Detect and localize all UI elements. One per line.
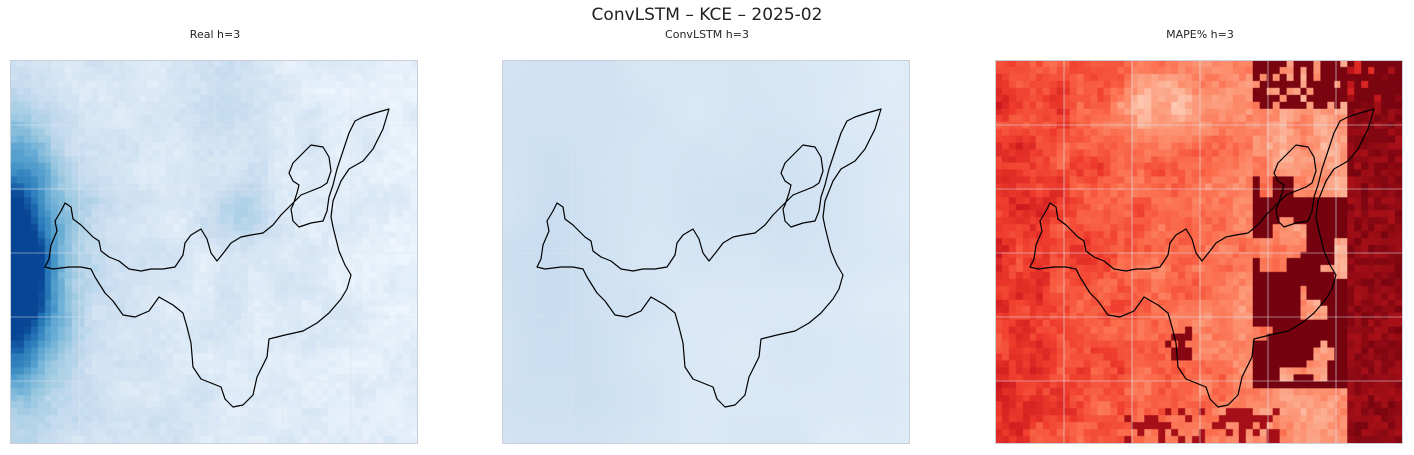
figure-title: ConvLSTM – KCE – 2025-02	[591, 5, 823, 25]
panel-title-convlstm: ConvLSTM h=3	[665, 28, 749, 41]
heatmap-mape-panel	[995, 60, 1403, 444]
region-boundary	[1029, 108, 1375, 408]
heatmap-real	[11, 61, 417, 443]
heatmap-convlstm	[503, 61, 909, 443]
region-outline-mape	[996, 61, 1402, 443]
region-boundary	[536, 108, 882, 408]
heatmap-mape	[996, 61, 1402, 443]
region-outline-convlstm	[503, 61, 909, 443]
region-boundary	[44, 108, 390, 408]
panel-title-mape: MAPE% h=3	[1166, 28, 1234, 41]
panel-title-real: Real h=3	[189, 28, 241, 41]
region-outline-real	[11, 61, 417, 443]
heatmap-real-panel	[10, 60, 418, 444]
heatmap-convlstm-panel	[502, 60, 910, 444]
